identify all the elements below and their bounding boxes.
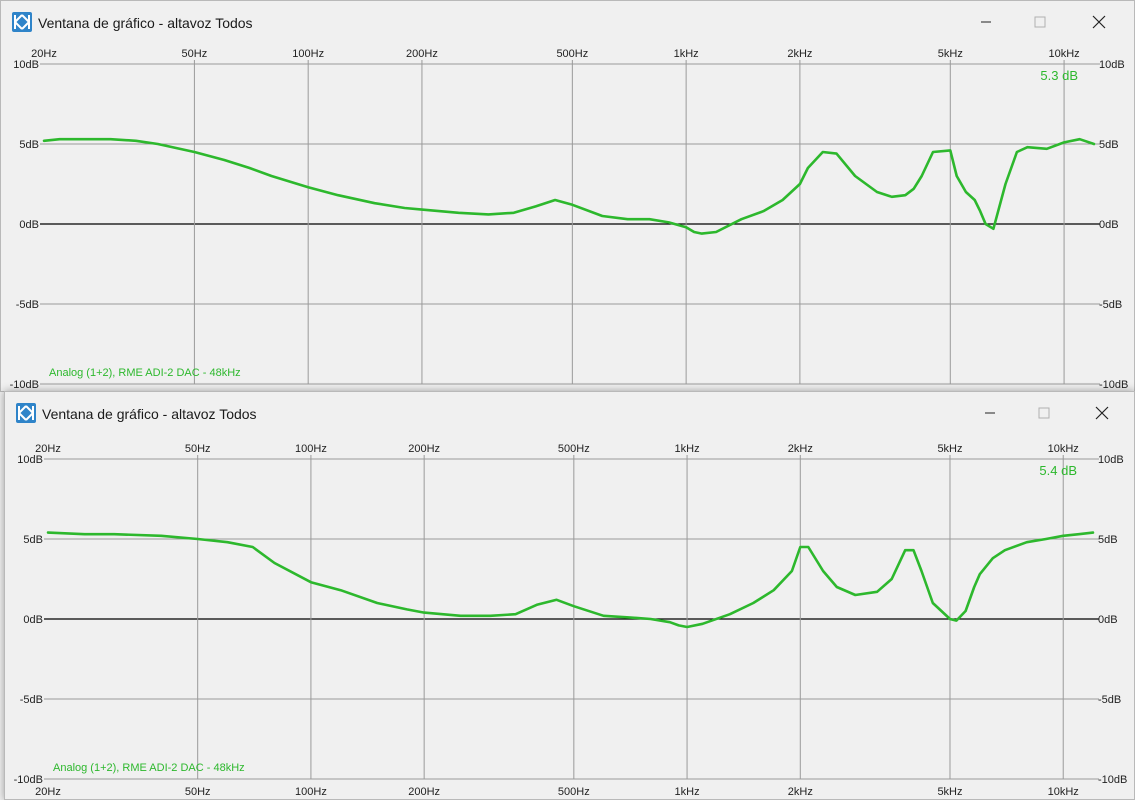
y-tick-label-left: -10dB (14, 774, 43, 786)
x-tick-label-top: 500Hz (556, 48, 588, 60)
y-tick-label-right: 0dB (1098, 614, 1118, 626)
x-tick-label-bottom: 5kHz (937, 786, 962, 798)
y-tick-label-right: -10dB (1099, 379, 1128, 391)
x-tick-label-top: 10kHz (1048, 48, 1079, 60)
window-title: Ventana de gráfico - altavoz Todos (38, 15, 253, 31)
y-tick-label-right: 10dB (1098, 454, 1124, 466)
x-tick-label-top: 20Hz (35, 443, 61, 455)
maximize-icon (1034, 16, 1046, 28)
y-tick-label-right: 0dB (1099, 219, 1119, 231)
x-tick-label-top: 100Hz (295, 443, 327, 455)
x-tick-label-top: 50Hz (185, 443, 211, 455)
y-tick-label-left: 0dB (19, 219, 39, 231)
peak-value-label: 5.4 dB (1039, 463, 1077, 478)
title-bar[interactable]: Ventana de gráfico - altavoz Todos (1, 1, 1134, 45)
minimize-button[interactable] (979, 402, 1001, 424)
close-button[interactable] (1088, 11, 1110, 33)
x-tick-label-bottom: 50Hz (185, 786, 211, 798)
peak-value-label: 5.3 dB (1040, 68, 1078, 83)
close-icon (1095, 406, 1109, 420)
y-tick-label-right: -5dB (1099, 299, 1122, 311)
close-icon (1092, 15, 1106, 29)
x-tick-label-bottom: 20Hz (35, 786, 61, 798)
y-tick-label-left: 5dB (19, 139, 39, 151)
x-tick-label-top: 2kHz (788, 443, 813, 455)
maximize-button[interactable] (1033, 402, 1055, 424)
x-tick-label-top: 1kHz (674, 48, 699, 60)
response-curve (46, 531, 1095, 629)
app-icon (12, 12, 32, 32)
maximize-icon (1038, 407, 1050, 419)
x-tick-label-bottom: 500Hz (558, 786, 590, 798)
x-tick-label-bottom: 10kHz (1048, 786, 1079, 798)
x-tick-label-top: 1kHz (675, 443, 700, 455)
y-tick-label-left: -10dB (10, 379, 39, 391)
x-tick-label-bottom: 1kHz (675, 786, 700, 798)
x-tick-label-top: 2kHz (787, 48, 812, 60)
frequency-response-plot[interactable]: 10dB 10dB 5dB 5dB 0dB 0dB -5dB -5dB -10dB -10dB 20… (5, 436, 1134, 799)
x-tick-label-top: 100Hz (292, 48, 324, 60)
y-tick-label-right: 5dB (1099, 139, 1119, 151)
response-curve (42, 137, 1096, 235)
y-tick-label-left: 10dB (17, 454, 43, 466)
device-info-label: Analog (1+2), RME ADI-2 DAC - 48kHz (53, 762, 245, 774)
chart-svg: 10dB 10dB 5dB 5dB 0dB 0dB -5dB -5dB -10dB -10dB 20… (10, 48, 1129, 391)
chart-window-1: Ventana de gráfico - altavoz Todos 10dB 1… (0, 0, 1135, 392)
frequency-response-plot[interactable]: 10dB 10dB 5dB 5dB 0dB 0dB -5dB -5dB -10dB -10dB 20… (1, 45, 1134, 391)
x-tick-label-bottom: 2kHz (788, 786, 813, 798)
y-tick-label-left: 0dB (23, 614, 43, 626)
x-tick-label-top: 10kHz (1048, 443, 1079, 455)
y-tick-label-left: -5dB (16, 299, 39, 311)
x-tick-label-top: 5kHz (937, 443, 962, 455)
x-tick-label-top: 50Hz (182, 48, 208, 60)
y-tick-label-right: 5dB (1098, 534, 1118, 546)
minimize-icon (981, 21, 991, 23)
y-tick-label-right: -5dB (1098, 694, 1121, 706)
x-tick-label-top: 200Hz (406, 48, 438, 60)
device-info-label: Analog (1+2), RME ADI-2 DAC - 48kHz (49, 367, 241, 379)
y-tick-label-left: 5dB (23, 534, 43, 546)
x-tick-label-top: 20Hz (31, 48, 57, 60)
y-tick-label-left: -5dB (20, 694, 43, 706)
app-icon (16, 403, 36, 423)
window-title: Ventana de gráfico - altavoz Todos (42, 406, 257, 422)
close-button[interactable] (1091, 402, 1113, 424)
y-tick-label-left: 10dB (13, 59, 39, 71)
minimize-button[interactable] (975, 11, 997, 33)
title-bar[interactable]: Ventana de gráfico - altavoz Todos (5, 392, 1134, 436)
chart-window-2: Ventana de gráfico - altavoz Todos 10dB 1… (4, 391, 1135, 800)
x-tick-label-top: 500Hz (558, 443, 590, 455)
x-tick-label-bottom: 100Hz (295, 786, 327, 798)
y-tick-label-right: -10dB (1098, 774, 1127, 786)
x-tick-label-top: 200Hz (408, 443, 440, 455)
x-tick-label-bottom: 200Hz (408, 786, 440, 798)
y-tick-label-right: 10dB (1099, 59, 1125, 71)
minimize-icon (985, 412, 995, 414)
maximize-button[interactable] (1029, 11, 1051, 33)
x-tick-label-top: 5kHz (938, 48, 963, 60)
